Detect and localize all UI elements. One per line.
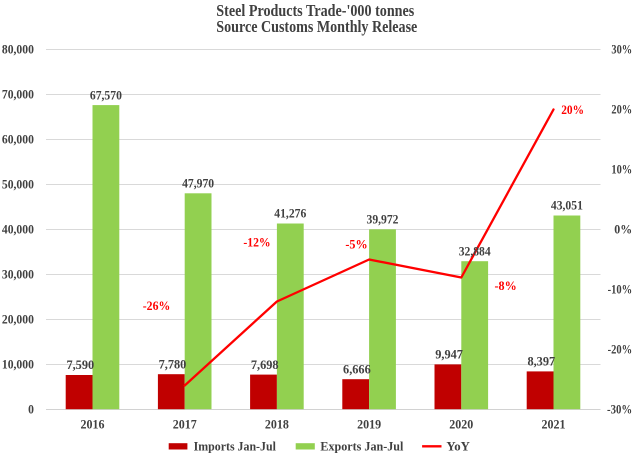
svg-text:-8%: -8% [495, 278, 517, 293]
svg-text:-5%: -5% [345, 236, 367, 251]
svg-text:40,000: 40,000 [2, 222, 34, 237]
svg-text:Imports Jan-Jul: Imports Jan-Jul [194, 439, 277, 454]
svg-text:47,970: 47,970 [182, 176, 214, 191]
svg-text:-12%: -12% [243, 234, 270, 249]
svg-text:80,000: 80,000 [2, 42, 34, 57]
svg-text:2020: 2020 [449, 417, 473, 432]
svg-text:60,000: 60,000 [2, 132, 34, 147]
svg-text:41,276: 41,276 [274, 206, 306, 221]
svg-text:10%: 10% [611, 162, 632, 177]
svg-text:2019: 2019 [357, 417, 381, 432]
svg-text:30%: 30% [611, 42, 632, 57]
svg-text:-26%: -26% [143, 298, 171, 313]
svg-text:2018: 2018 [265, 417, 289, 432]
svg-text:7,590: 7,590 [66, 357, 94, 372]
svg-text:2021: 2021 [542, 417, 566, 432]
svg-text:70,000: 70,000 [2, 87, 34, 102]
svg-text:0: 0 [28, 402, 34, 417]
svg-text:-10%: -10% [608, 282, 633, 297]
svg-text:2017: 2017 [173, 417, 197, 432]
svg-text:Exports Jan-Jul: Exports Jan-Jul [320, 439, 403, 454]
svg-text:YoY: YoY [446, 439, 470, 454]
svg-text:2016: 2016 [81, 417, 105, 432]
svg-text:9,947: 9,947 [435, 347, 463, 362]
svg-text:0%: 0% [614, 222, 632, 237]
svg-text:20%: 20% [561, 102, 584, 117]
svg-text:-20%: -20% [608, 342, 633, 357]
svg-text:Source Customs Monthly Release: Source Customs Monthly Release [216, 17, 417, 36]
svg-text:50,000: 50,000 [2, 177, 34, 192]
svg-text:6,666: 6,666 [343, 361, 371, 376]
svg-text:43,051: 43,051 [551, 198, 583, 213]
svg-text:-30%: -30% [607, 402, 632, 417]
svg-text:20%: 20% [611, 102, 632, 117]
svg-text:7,780: 7,780 [159, 356, 187, 371]
svg-text:8,397: 8,397 [527, 354, 555, 369]
svg-text:7,698: 7,698 [251, 357, 279, 372]
svg-text:39,972: 39,972 [367, 212, 399, 227]
svg-text:30,000: 30,000 [2, 267, 34, 282]
svg-text:67,570: 67,570 [90, 87, 122, 102]
svg-text:32,884: 32,884 [459, 243, 491, 258]
svg-text:Steel Products Trade-'000 tonn: Steel Products Trade-'000 tonnes [216, 1, 414, 20]
svg-text:10,000: 10,000 [2, 357, 34, 372]
svg-text:20,000: 20,000 [2, 312, 34, 327]
